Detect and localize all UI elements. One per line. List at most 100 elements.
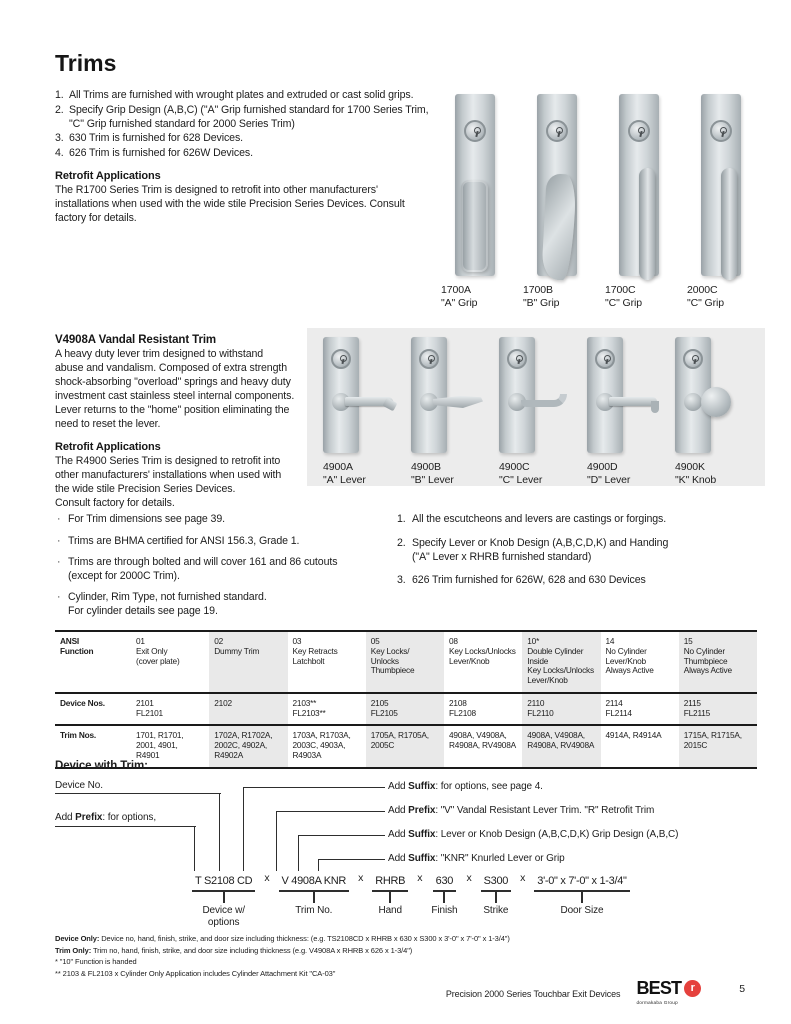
label-text: Add (388, 805, 409, 816)
escutcheon-notes-list: 1. All the escutcheons and levers are cas… (397, 513, 747, 598)
knob-figure: 4900K "K" Knob (675, 337, 763, 486)
list-text: Specify Grip Design (A,B,C) ("A" Grip fu… (69, 103, 429, 130)
label-text: : "V" Vandal Resistant Lever Trim. "R" R… (435, 805, 655, 816)
segment-label: Finish (431, 905, 458, 916)
lever-handle (433, 396, 483, 408)
brand-row: BEST r (636, 978, 702, 999)
list-item: · For Trim dimensions see page 39. (57, 513, 391, 527)
label-text: Add (388, 781, 409, 792)
brand-logo: BEST r dormakaba Group (636, 978, 702, 1005)
label-text: : "KNR" Knurled Lever or Grip (435, 853, 565, 864)
list-text: Trims are BHMA certified for ANSI 156.3,… (68, 534, 300, 547)
trim-bullet-list: · For Trim dimensions see page 39. · Trims… (57, 513, 391, 626)
list-item: 4. 626 Trim is furnished for 626W Devices… (55, 147, 455, 161)
vandal-heading: V4908A Vandal Resistant Trim (55, 334, 217, 346)
figure-caption: 4900K "K" Knob (675, 461, 763, 487)
table-cell: 05 Key Locks/ Unlocks Thumbpiece (365, 631, 444, 694)
label-bold: Prefix (75, 812, 103, 823)
trim-model: 1700A (441, 284, 471, 296)
series-title: Precision 2000 Series Touchbar Exit Devi… (445, 988, 621, 999)
segment-tick (222, 892, 225, 903)
cylinder-icon (507, 349, 527, 369)
list-item: · Cylinder, Rim Type, not furnished stand… (57, 591, 391, 618)
footnote-text: Trim no, hand, finish, strike, and door … (91, 945, 413, 955)
trim-plate-photo (537, 94, 577, 281)
segment-tick (312, 892, 315, 903)
formula-segment: 3'-0" x 7'-0" x 1-3/4" Door Size (534, 871, 630, 917)
table-cell: 2105 FL2105 (365, 692, 444, 727)
figure-caption: 4900A "A" Lever (323, 461, 411, 487)
trim-style: "A" Grip (441, 297, 478, 310)
list-number: 4. (55, 147, 64, 160)
label-text: : for options, (102, 812, 157, 823)
table-cell: 2108 FL2108 (444, 692, 523, 727)
retrofit-body: The R4900 Series Trim is designed to ret… (55, 454, 282, 509)
connector-line (318, 859, 385, 860)
lever-handle (521, 394, 567, 407)
footnote-bold: Trim Only: (55, 945, 92, 955)
formula-separator: x (417, 872, 423, 884)
connector-line (55, 826, 196, 827)
segment-code: V 4908A KNR (278, 875, 350, 892)
bullet-marker: · (57, 513, 61, 525)
segment-label: Strike (483, 905, 509, 916)
list-text: 626 Trim is furnished for 626W Devices. (69, 147, 253, 160)
bullet-marker: · (57, 591, 61, 604)
segment-code: RHRB (372, 875, 409, 892)
row-header: Trim Nos. (60, 730, 97, 741)
connector-line (276, 811, 385, 812)
segment-code: S300 (480, 875, 512, 892)
retrofit-heading: Retrofit Applications (55, 440, 161, 453)
cylinder-icon (331, 349, 351, 369)
bullet-marker: · (57, 534, 61, 547)
label-bold: Suffix (408, 853, 436, 864)
formula-segment: 630 Finish (431, 871, 457, 917)
add-prefix-vandal-label: Add Prefix: "V" Vandal Resistant Lever T… (388, 805, 654, 817)
brand-wordmark: BEST (636, 978, 682, 998)
segment-tick (494, 892, 497, 903)
cylinder-icon (546, 120, 568, 142)
levers-figure: 4900A "A" Lever 4900B "B" Lever 4900C (307, 328, 765, 486)
table-cell: 1703A, R1703A, 2003C, 4903A, R4903A (292, 730, 351, 761)
cylinder-icon (419, 349, 439, 369)
list-item: 3. 630 Trim is furnished for 628 Devices. (55, 132, 455, 146)
order-formula: T S2108 CD Device w/ options x V 4908A K… (192, 871, 630, 929)
dormakaba-icon: r (684, 980, 702, 997)
retrofit-heading: Retrofit Applications (55, 169, 161, 182)
list-text: Specify Lever or Knob Design (A,B,C,D,K)… (412, 536, 669, 563)
formula-separator: x (466, 872, 472, 884)
intro-section: Trims 1. All Trims are furnished with wro… (55, 50, 455, 226)
connector-line (243, 787, 385, 788)
table-cell: 4908A, V4908A, R4908A, RV4908A (522, 725, 601, 768)
row-header: ANSI Function (55, 631, 131, 694)
connector-line (55, 793, 221, 794)
footnote-trim-only: Trim Only: Trim no, hand, finish, strike… (55, 945, 755, 957)
table-row-trim-nos: Trim Nos. 1701, R1701, 2001, 4901, R4901… (55, 725, 757, 768)
trim-model: 1700B (523, 284, 553, 296)
trim-model: 4900D (587, 461, 618, 473)
list-item: 3. 626 Trim furnished for 626W, 628 and 6… (397, 574, 747, 588)
figure-caption: 1700A "A" Grip (441, 284, 513, 310)
footnote-double-star: ** 2103 & FL2103 x Cylinder Only Applica… (55, 968, 336, 978)
trim-plate-photo (619, 94, 659, 280)
segment-label: Trim No. (295, 905, 333, 916)
list-item: · Trims are BHMA certified for ANSI 156.3… (57, 535, 391, 549)
formula-segment: S300 Strike (480, 871, 512, 917)
lever-figure: 4900A "A" Lever (323, 337, 411, 486)
trim-plate-photo (323, 337, 393, 453)
list-number: 2. (397, 536, 406, 549)
grip-figure: 1700A "A" Grip (441, 94, 513, 310)
grips-figure: 1700A "A" Grip 1700B "B" Grip 1700C "C" … (441, 94, 759, 310)
table-cell: 1701, R1701, 2001, 4901, R4901 (136, 730, 184, 761)
retrofit-body: The R1700 Series Trim is designed to ret… (55, 183, 405, 224)
list-text: All the escutcheons and levers are casti… (412, 513, 667, 525)
segment-tick (443, 892, 446, 903)
trim-model: 4900K (675, 461, 705, 473)
page-title: Trims (55, 50, 117, 76)
page-footer: Precision 2000 Series Touchbar Exit Devi… (55, 978, 745, 1005)
table-cell: 1705A, R1705A, 2005C (365, 725, 444, 768)
list-item: 1. All the escutcheons and levers are cas… (397, 513, 747, 527)
connector-line (219, 793, 220, 871)
list-number: 2. (55, 103, 64, 116)
figure-caption: 4900B "B" Lever (411, 461, 499, 487)
